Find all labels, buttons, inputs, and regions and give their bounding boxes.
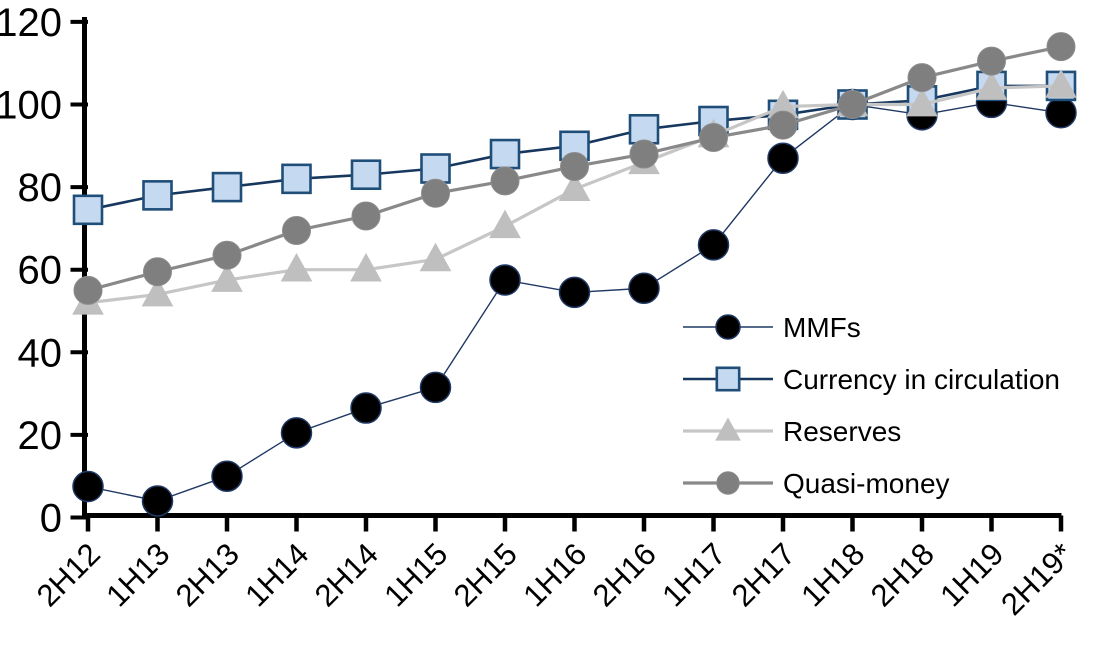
marker-quasi-money-1h14 [282,215,311,245]
marker-mmfs-1h17 [697,229,730,261]
x-axis-label-2h15: 2H15 [447,536,524,613]
x-axis-label-1h16: 1H16 [516,536,593,613]
legend-marker-currency-in-circulation [715,366,741,392]
marker-quasi-money-2h15 [490,166,520,196]
marker-quasi-money-2h14 [351,201,381,231]
marker-reserves-1h16 [558,172,591,202]
legend: MMFs Currency in circulation Reserves Quasi… [683,312,1060,499]
marker-quasi-money-1h16 [560,151,589,181]
marker-currency-in-circulation-2h12 [72,194,104,226]
legend-label-mmfs: MMFs [783,312,861,343]
y-axis-label-40: 40 [18,331,63,375]
legend-item-reserves: Reserves [683,416,901,447]
marker-mmfs-2h15 [489,264,521,296]
x-axis-label-2h12: 2H12 [30,536,107,613]
x-axis-label-2h16: 2H16 [586,536,663,613]
legend-marker-reserves [715,417,741,441]
legend-item-currency-in-circulation: Currency in circulation [683,364,1060,395]
marker-currency-in-circulation-2h16 [628,113,660,145]
legend-label-reserves: Reserves [783,416,901,447]
marker-mmfs-2h12 [72,470,104,503]
legend-label-quasi-money: Quasi-money [783,468,950,499]
marker-quasi-money-2h16 [629,139,659,169]
marker-mmfs-2h19 [1045,97,1077,129]
y-axis-label-100: 100 [0,84,62,128]
marker-reserves-1h13 [141,277,174,307]
legend-item-mmfs: MMFs [683,312,861,343]
marker-reserves-1h15 [419,242,452,272]
y-axis-label-120: 120 [0,1,62,45]
series-group-quasi-money [73,32,1076,305]
x-axis-label-1h18: 1H18 [794,536,871,613]
x-axis-label-1h17: 1H17 [655,536,732,613]
marker-reserves-2h14 [350,253,382,282]
x-axis-label-2h13: 2H13 [169,536,246,613]
marker-currency-in-circulation-1h15 [420,153,451,184]
x-axis-label-2h19: 2H19* [994,536,1080,622]
marker-mmfs-2h17 [767,142,799,174]
y-axis-label-20: 20 [18,414,63,458]
marker-quasi-money-2h12 [73,275,103,305]
marker-currency-in-circulation-2h15 [489,138,521,170]
marker-reserves-2h18 [906,87,938,117]
marker-reserves-2h13 [211,263,243,292]
marker-currency-in-circulation-2h14 [350,159,382,191]
legend-item-quasi-money: Quasi-money [683,468,950,499]
marker-quasi-money-1h15 [421,178,450,208]
x-axis-label-1h13: 1H13 [99,536,176,613]
marker-currency-in-circulation-1h14 [281,163,312,195]
marker-quasi-money-2h13 [212,240,242,270]
marker-currency-in-circulation-2h13 [211,171,243,203]
marker-mmfs-2h14 [350,392,382,424]
marker-mmfs-2h16 [628,272,660,305]
marker-quasi-money-1h13 [143,257,172,287]
legend-label-currency-in-circulation: Currency in circulation [783,364,1060,395]
marker-quasi-money-2h19 [1046,32,1076,62]
x-axis-label-2h14: 2H14 [308,536,385,613]
legend-marker-mmfs [715,314,741,340]
marker-mmfs-1h15 [419,371,452,404]
marker-mmfs-1h14 [280,417,313,449]
x-axis-label-1h14: 1H14 [238,536,315,613]
y-axis-label-0: 0 [40,497,62,541]
x-axis-label-2h17: 2H17 [725,536,802,613]
marker-quasi-money-1h19 [977,46,1006,76]
marker-mmfs-1h13 [141,485,174,517]
x-axis-label-2h18: 2H18 [864,536,941,613]
marker-reserves-1h19 [975,71,1008,100]
marker-quasi-money-1h18 [838,90,867,119]
y-axis-label-60: 60 [18,249,63,293]
x-axis-label-1h15: 1H15 [377,536,454,613]
marker-reserves-1h14 [280,253,313,282]
marker-quasi-money-1h17 [699,123,728,153]
y-axis-label-80: 80 [18,166,63,210]
marker-quasi-money-2h18 [907,63,937,93]
marker-quasi-money-2h17 [768,110,798,140]
marker-mmfs-1h16 [558,276,591,309]
marker-reserves-2h19 [1045,69,1077,98]
marker-mmfs-2h13 [211,460,243,492]
legend-marker-quasi-money [716,471,740,495]
marker-reserves-2h15 [489,209,521,239]
marker-currency-in-circulation-1h13 [142,180,173,211]
